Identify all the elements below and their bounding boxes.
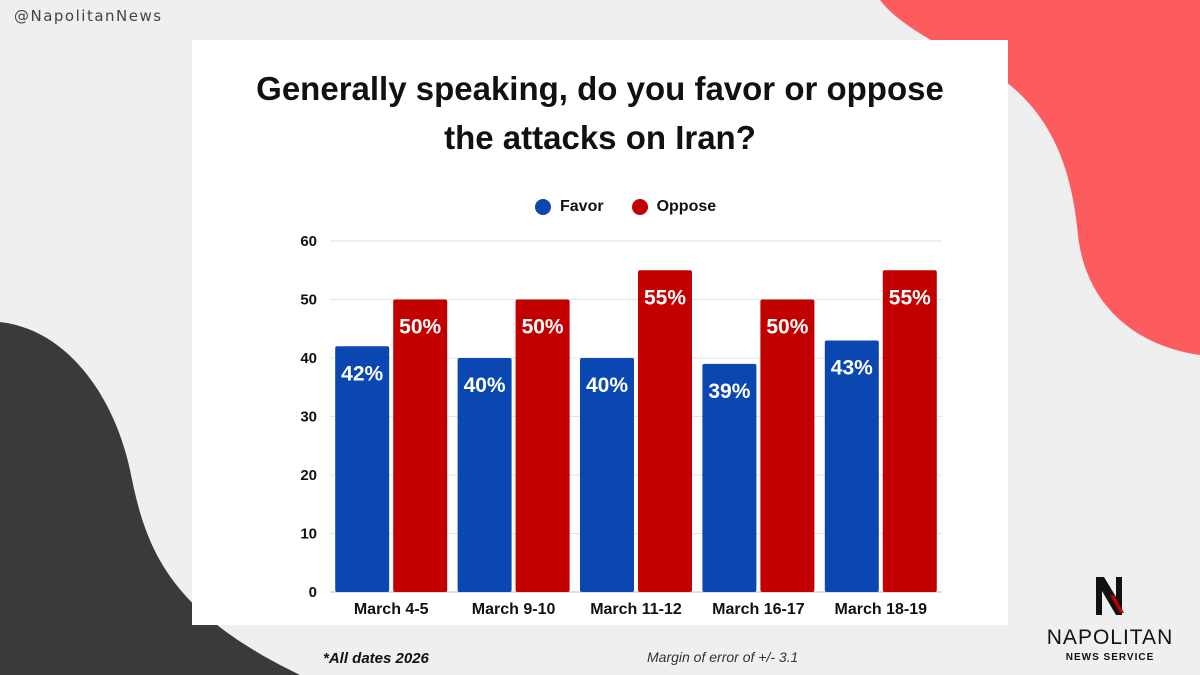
y-tick-label: 0 [309, 584, 317, 601]
data-label-favor: 40% [586, 374, 628, 397]
data-label-favor: 39% [708, 380, 750, 403]
y-tick-label: 30 [300, 409, 317, 426]
y-tick-label: 10 [300, 526, 317, 543]
bar-oppose [638, 270, 692, 592]
data-label-oppose: 50% [399, 316, 441, 339]
social-handle: @NapolitanNews [14, 7, 163, 25]
data-label-favor: 43% [831, 356, 873, 379]
legend-oppose-dot [631, 199, 648, 215]
coral-blob [880, 0, 1200, 355]
footnote: *All dates 2026 [323, 650, 429, 667]
y-tick-label: 20 [300, 467, 317, 484]
logo-n-icon [1096, 577, 1124, 615]
chart-legend: Favor Oppose [535, 198, 734, 216]
bar-oppose [515, 299, 570, 592]
napolitan-logo: NAPOLITAN NEWS SERVICE [1040, 575, 1180, 663]
y-tick-label: 60 [300, 233, 317, 250]
x-tick-label: March 9-10 [472, 601, 556, 618]
title-line-2: the attacks on Iran? [444, 119, 756, 156]
chart-title: Generally speaking, do you favor or oppo… [192, 64, 1008, 162]
bar-favor [335, 346, 390, 592]
data-label-oppose: 50% [522, 316, 564, 339]
data-label-oppose: 55% [889, 286, 931, 309]
logo-subtitle: NEWS SERVICE [1065, 652, 1155, 663]
title-line-1: Generally speaking, do you favor or oppo… [256, 70, 944, 107]
x-tick-label: March 4-5 [354, 601, 429, 618]
bar-oppose [393, 299, 448, 592]
x-tick-label: March 11-12 [590, 601, 682, 618]
legend-favor-dot [535, 199, 551, 215]
y-tick-label: 40 [300, 350, 317, 367]
bar-favor [580, 358, 634, 592]
legend-item-oppose: Oppose [631, 198, 717, 216]
data-label-oppose: 50% [766, 316, 808, 339]
dark-blob [0, 322, 300, 675]
data-label-oppose: 55% [644, 286, 686, 309]
bar-favor [457, 358, 512, 592]
y-tick-label: 50 [300, 292, 317, 309]
bar-oppose [760, 299, 815, 592]
legend-oppose-label: Oppose [656, 198, 717, 215]
x-tick-label: March 18-19 [835, 601, 928, 618]
legend-item-favor: Favor [535, 198, 604, 216]
margin-of-error: Margin of error of +/- 3.1 [647, 649, 799, 665]
bar-favor [702, 363, 757, 592]
bar-favor [824, 340, 879, 592]
legend-favor-label: Favor [560, 198, 604, 215]
data-label-favor: 40% [464, 374, 506, 397]
x-tick-label: March 16-17 [712, 601, 805, 618]
data-label-favor: 42% [341, 362, 383, 385]
bar-oppose [882, 270, 937, 592]
logo-name: NAPOLITAN [1046, 626, 1174, 649]
